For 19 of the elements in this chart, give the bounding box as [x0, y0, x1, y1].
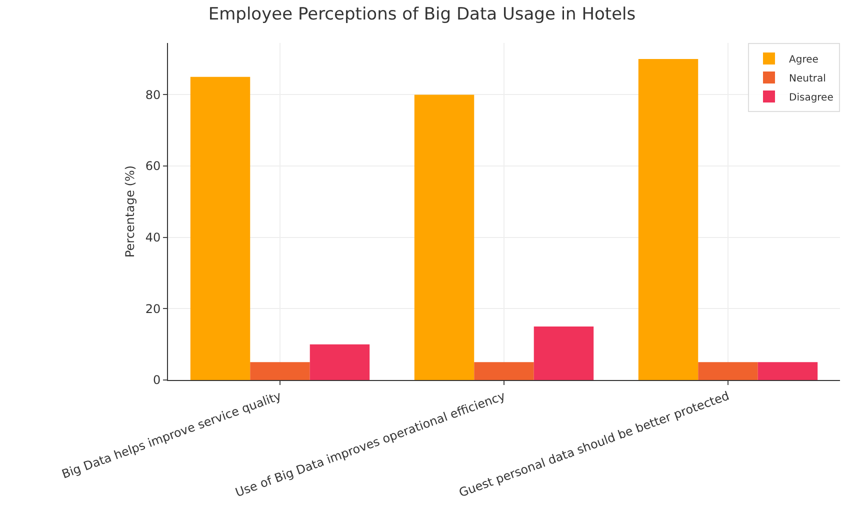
bar [638, 59, 698, 380]
bar [414, 94, 474, 380]
y-tick-label: 80 [145, 88, 161, 102]
bar [758, 362, 818, 380]
bar [310, 344, 370, 380]
y-tick-label: 40 [145, 230, 161, 245]
y-tick-label: 60 [145, 159, 161, 174]
bar [474, 362, 534, 380]
legend-label: Agree [789, 54, 818, 66]
legend-label: Disagree [789, 92, 834, 104]
bar [698, 362, 758, 380]
chart-title: Employee Perceptions of Big Data Usage in Hotels [208, 4, 636, 25]
legend-label: Neutral [789, 73, 826, 84]
y-tick-label: 20 [145, 302, 161, 316]
bar [534, 326, 594, 380]
y-tick-label: 0 [152, 373, 161, 388]
bar [190, 76, 250, 380]
y-axis-title: Percentage (%) [123, 165, 137, 258]
bar [250, 362, 310, 380]
